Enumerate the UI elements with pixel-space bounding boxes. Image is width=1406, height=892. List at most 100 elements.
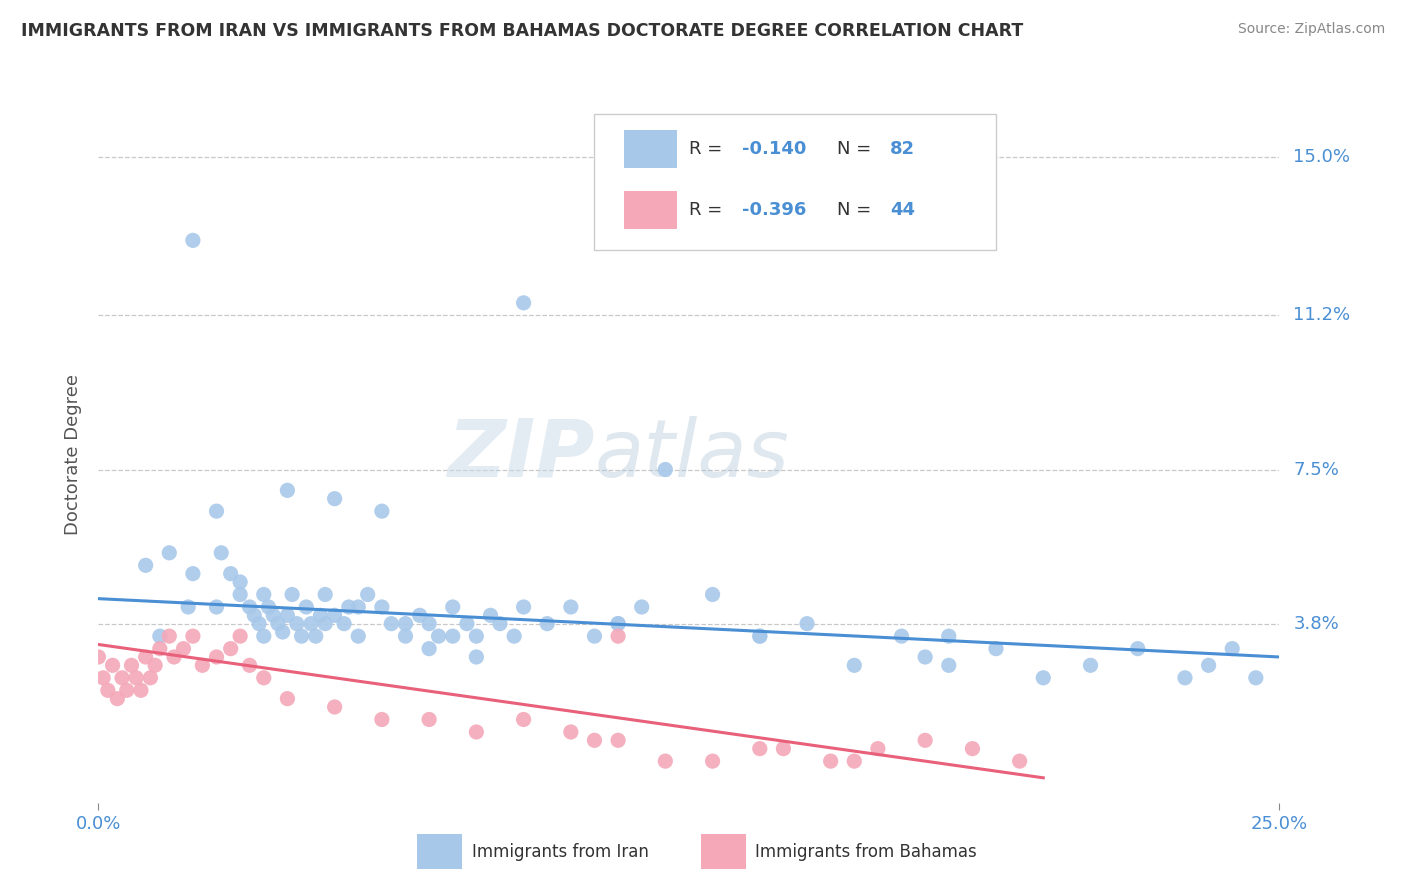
- Point: [276, 608, 298, 623]
- Point: [607, 629, 630, 643]
- Point: [357, 587, 380, 601]
- Text: Immigrants from Iran: Immigrants from Iran: [471, 843, 648, 861]
- Point: [347, 629, 370, 643]
- Point: [394, 616, 416, 631]
- Point: [149, 629, 172, 643]
- Point: [938, 629, 960, 643]
- Point: [418, 641, 440, 656]
- Point: [702, 587, 724, 601]
- Point: [125, 671, 148, 685]
- Point: [1220, 641, 1243, 656]
- Point: [772, 741, 794, 756]
- FancyBboxPatch shape: [700, 834, 745, 869]
- Point: [135, 558, 157, 573]
- Point: [654, 754, 676, 768]
- Point: [1080, 658, 1102, 673]
- Point: [271, 625, 294, 640]
- Text: 3.8%: 3.8%: [1294, 615, 1339, 632]
- Point: [456, 616, 478, 631]
- Point: [267, 616, 290, 631]
- Point: [654, 462, 676, 476]
- Point: [583, 733, 606, 747]
- Point: [583, 629, 606, 643]
- Point: [172, 641, 194, 656]
- Point: [607, 616, 630, 631]
- Point: [748, 629, 770, 643]
- Point: [938, 658, 960, 673]
- Point: [465, 650, 488, 665]
- Point: [229, 574, 252, 589]
- Point: [796, 616, 818, 631]
- Point: [305, 629, 328, 643]
- Point: [512, 713, 534, 727]
- Point: [984, 641, 1007, 656]
- Point: [394, 629, 416, 643]
- Point: [177, 599, 200, 614]
- Point: [866, 741, 889, 756]
- Point: [914, 650, 936, 665]
- Point: [962, 741, 984, 756]
- Point: [512, 296, 534, 310]
- Point: [135, 650, 157, 665]
- Point: [157, 546, 180, 560]
- Point: [219, 641, 242, 656]
- Point: [285, 616, 308, 631]
- Point: [239, 599, 262, 614]
- Text: IMMIGRANTS FROM IRAN VS IMMIGRANTS FROM BAHAMAS DOCTORATE DEGREE CORRELATION CHA: IMMIGRANTS FROM IRAN VS IMMIGRANTS FROM …: [21, 22, 1024, 40]
- Point: [115, 683, 138, 698]
- Text: 44: 44: [890, 201, 915, 219]
- Point: [121, 658, 143, 673]
- Point: [1008, 754, 1031, 768]
- Point: [143, 658, 166, 673]
- Point: [441, 599, 464, 614]
- Point: [418, 713, 440, 727]
- Point: [229, 587, 252, 601]
- Point: [465, 725, 488, 739]
- Point: [181, 233, 204, 247]
- Point: [560, 599, 582, 614]
- Text: 82: 82: [890, 140, 915, 158]
- FancyBboxPatch shape: [595, 114, 995, 250]
- Point: [914, 733, 936, 747]
- Point: [347, 599, 370, 614]
- Point: [380, 616, 402, 631]
- Point: [239, 658, 262, 673]
- FancyBboxPatch shape: [624, 191, 678, 229]
- Point: [408, 608, 430, 623]
- Text: Immigrants from Bahamas: Immigrants from Bahamas: [755, 843, 977, 861]
- Point: [139, 671, 162, 685]
- FancyBboxPatch shape: [418, 834, 463, 869]
- Point: [323, 491, 346, 506]
- Point: [333, 616, 356, 631]
- Point: [129, 683, 152, 698]
- Point: [281, 587, 304, 601]
- Text: 15.0%: 15.0%: [1294, 148, 1350, 166]
- Point: [219, 566, 242, 581]
- Point: [748, 741, 770, 756]
- Point: [748, 629, 770, 643]
- Point: [276, 691, 298, 706]
- Text: R =: R =: [689, 201, 728, 219]
- Text: 11.2%: 11.2%: [1294, 306, 1351, 325]
- Point: [87, 650, 110, 665]
- Point: [91, 671, 114, 685]
- Point: [157, 629, 180, 643]
- Point: [418, 616, 440, 631]
- Point: [702, 754, 724, 768]
- Text: -0.396: -0.396: [742, 201, 807, 219]
- Point: [205, 650, 228, 665]
- Text: N =: N =: [837, 201, 876, 219]
- Point: [1032, 671, 1054, 685]
- Point: [512, 599, 534, 614]
- Point: [309, 608, 332, 623]
- Point: [253, 671, 276, 685]
- Point: [181, 629, 204, 643]
- Point: [337, 599, 360, 614]
- Point: [209, 546, 232, 560]
- Point: [299, 616, 322, 631]
- Point: [607, 733, 630, 747]
- Point: [253, 587, 276, 601]
- Text: 7.5%: 7.5%: [1294, 460, 1340, 478]
- Text: Source: ZipAtlas.com: Source: ZipAtlas.com: [1237, 22, 1385, 37]
- Point: [111, 671, 134, 685]
